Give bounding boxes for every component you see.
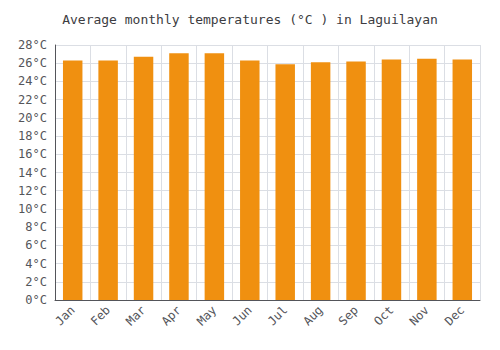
- svg-text:26°C: 26°C: [18, 56, 47, 70]
- svg-text:Nov: Nov: [407, 303, 432, 328]
- svg-text:12°C: 12°C: [18, 184, 47, 198]
- svg-text:8°C: 8°C: [25, 220, 47, 234]
- svg-text:May: May: [194, 303, 219, 328]
- svg-text:0°C: 0°C: [25, 293, 47, 307]
- svg-text:Aug: Aug: [300, 303, 325, 328]
- svg-text:Jul: Jul: [265, 303, 290, 328]
- svg-text:Jan: Jan: [52, 303, 77, 328]
- svg-text:16°C: 16°C: [18, 147, 47, 161]
- svg-text:Dec: Dec: [442, 303, 467, 328]
- svg-text:14°C: 14°C: [18, 166, 47, 180]
- svg-text:24°C: 24°C: [18, 74, 47, 88]
- svg-text:Apr: Apr: [159, 303, 184, 328]
- svg-text:Oct: Oct: [371, 303, 396, 328]
- svg-text:6°C: 6°C: [25, 238, 47, 252]
- svg-text:Jun: Jun: [230, 303, 255, 328]
- svg-text:18°C: 18°C: [18, 129, 47, 143]
- svg-text:22°C: 22°C: [18, 93, 47, 107]
- svg-text:2°C: 2°C: [25, 275, 47, 289]
- svg-text:20°C: 20°C: [18, 111, 47, 125]
- svg-text:Average monthly temperatures (: Average monthly temperatures (°C ) in La…: [62, 12, 438, 27]
- svg-text:10°C: 10°C: [18, 202, 47, 216]
- svg-text:4°C: 4°C: [25, 257, 47, 271]
- svg-text:28°C: 28°C: [18, 38, 47, 52]
- svg-text:Feb: Feb: [88, 303, 113, 328]
- svg-text:Sep: Sep: [336, 303, 361, 328]
- svg-text:Mar: Mar: [123, 303, 148, 328]
